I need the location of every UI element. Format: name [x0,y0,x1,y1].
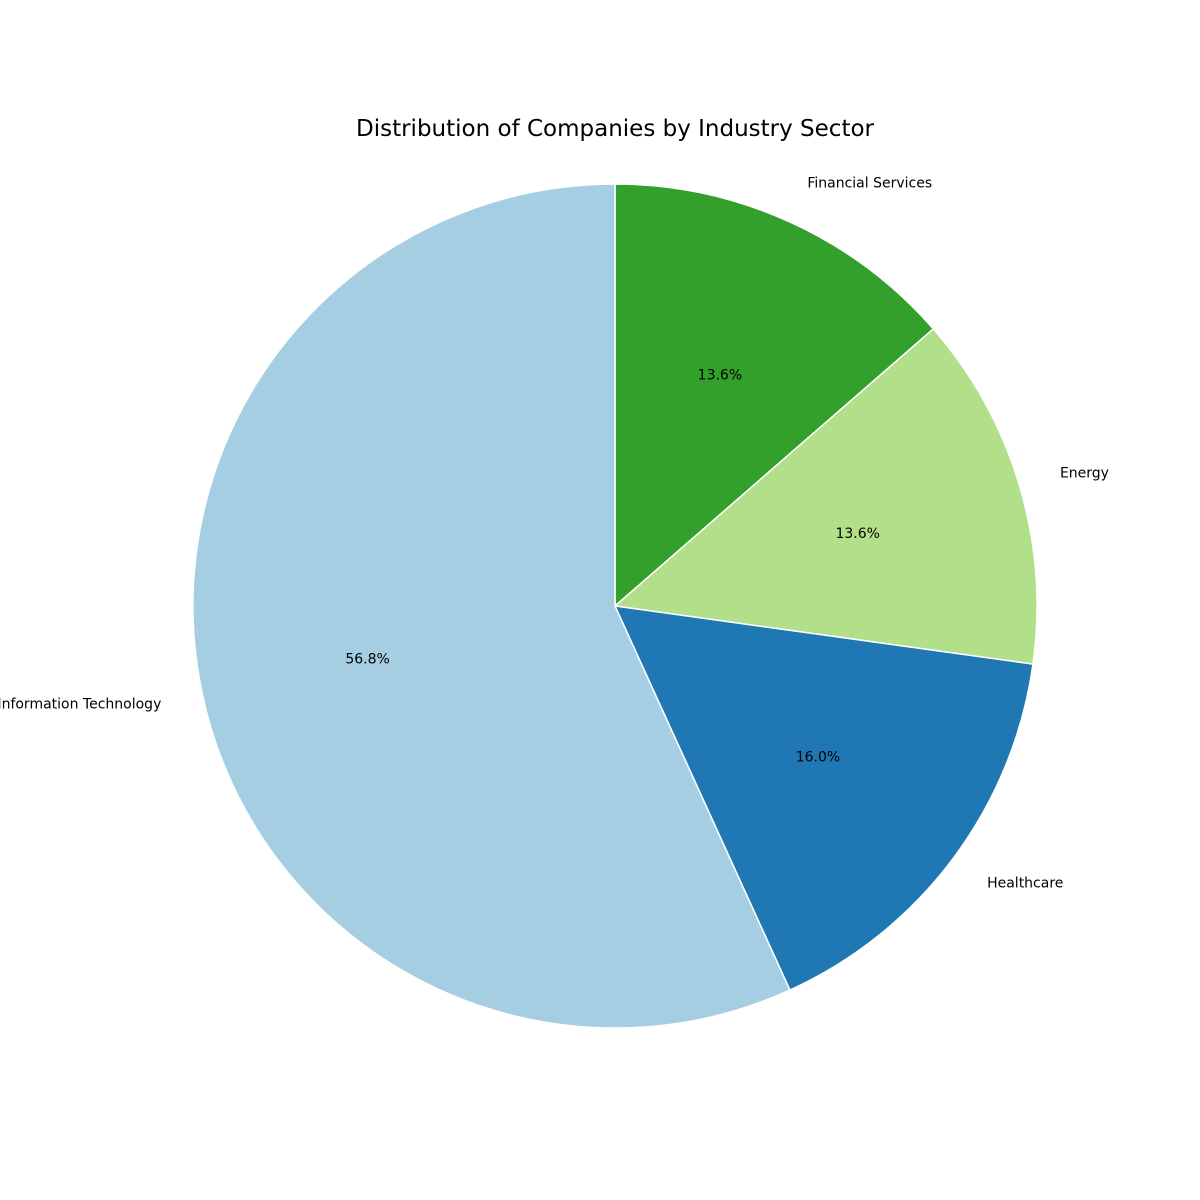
slice-label-information-technology: Information Technology [0,696,161,712]
pie-slice-energy [613,327,1038,665]
pie-slice-financial-services [614,183,935,608]
slice-pct-information-technology: 56.8% [345,652,389,668]
pie-labels: Financial Services 13.6% Energy 13.6% Health… [0,176,1109,892]
slice-label-energy: Energy [1060,466,1109,482]
pie-slice-information-technology [192,183,791,1029]
slice-pct-healthcare: 16.0% [796,749,840,765]
chart-title: Distribution of Companies by Industry Se… [356,116,875,142]
slice-pct-financial-services: 13.6% [698,368,742,384]
pie-slices [192,183,1038,1029]
slice-pct-energy: 13.6% [835,526,879,542]
slice-label-financial-services: Financial Services [807,176,932,192]
pie-slice-healthcare [613,605,1034,992]
slice-label-healthcare: Healthcare [987,876,1063,892]
